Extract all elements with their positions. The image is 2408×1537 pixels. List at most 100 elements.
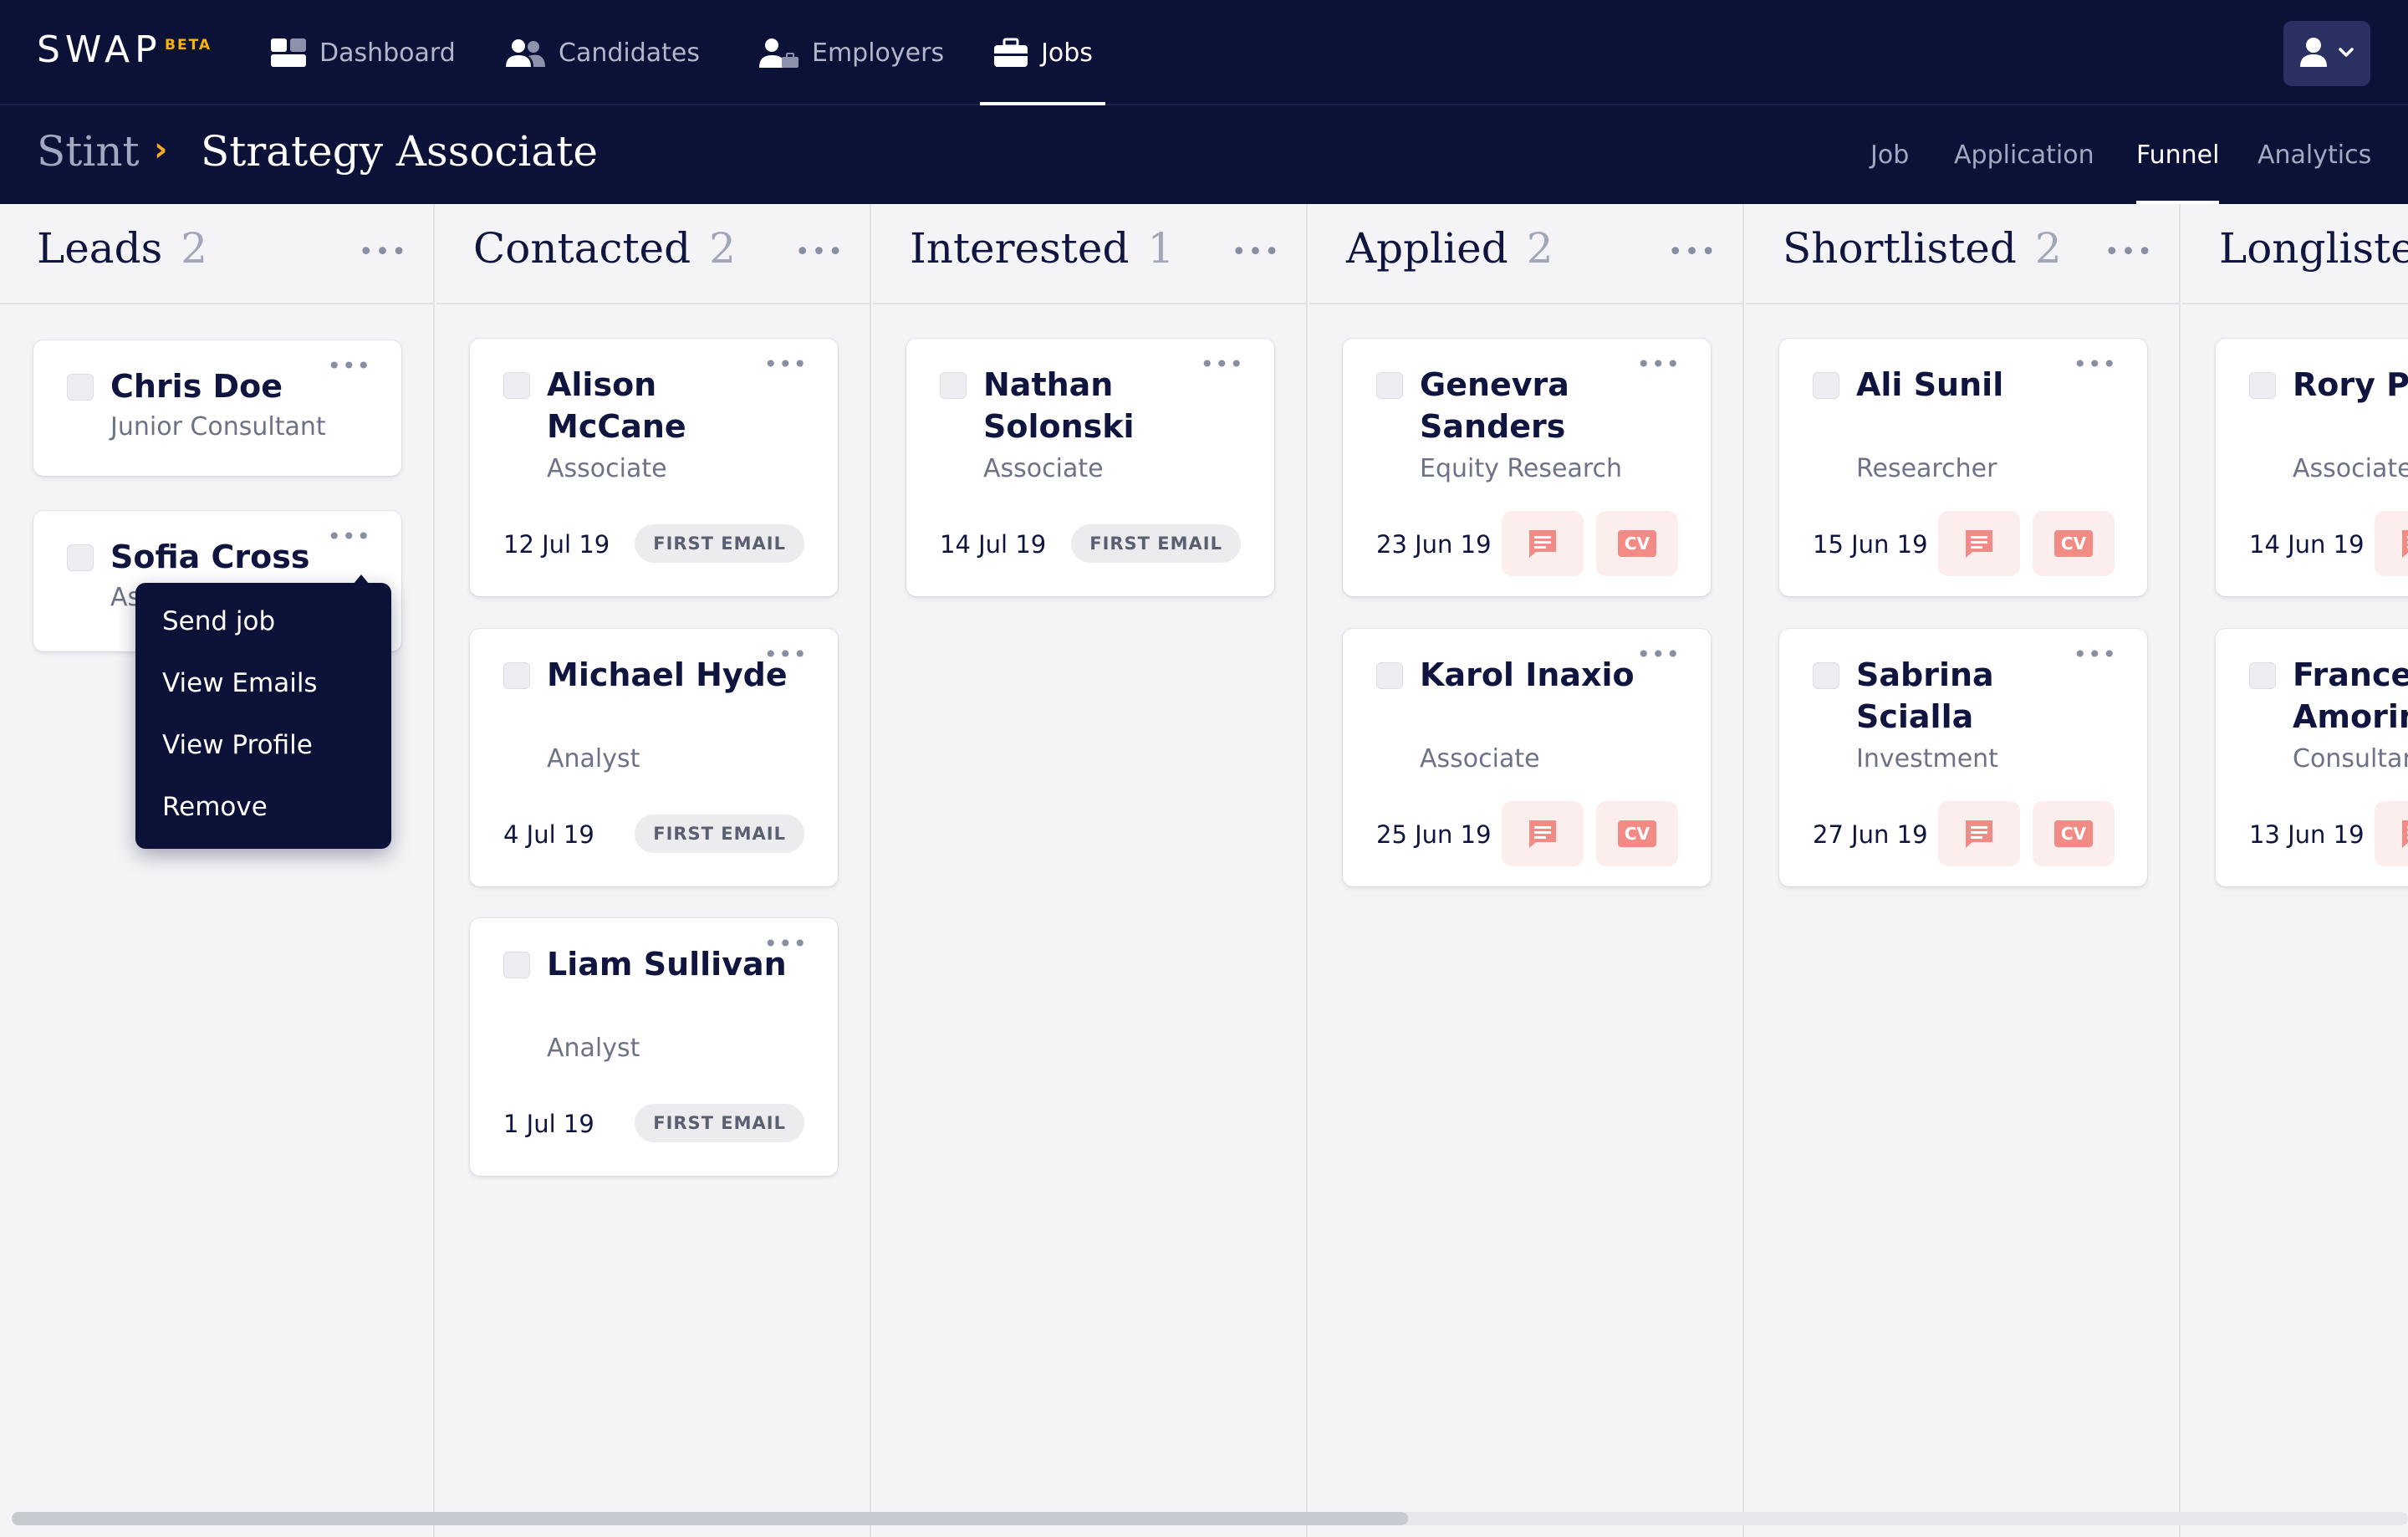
candidate-card[interactable]: ••• Sabrina Scialla Investment 27 Jun 19… bbox=[1779, 629, 2147, 886]
column-contacted: Contacted 2 ••• ••• Alison McCane Associa… bbox=[436, 204, 871, 1537]
card-menu-icon[interactable]: ••• bbox=[2073, 350, 2117, 378]
nav-candidates[interactable]: Candidates bbox=[503, 0, 700, 105]
message-button[interactable] bbox=[2375, 511, 2408, 576]
card-date: 12 Jul 19 bbox=[503, 530, 610, 559]
card-checkbox[interactable] bbox=[503, 372, 530, 399]
card-menu-icon[interactable]: ••• bbox=[1200, 350, 1244, 378]
cv-button[interactable]: CV bbox=[1596, 511, 1678, 576]
candidate-name: Karol Inaxio bbox=[1420, 656, 1635, 693]
menu-remove[interactable]: Remove bbox=[162, 792, 268, 822]
candidate-role: Analyst bbox=[547, 1034, 640, 1063]
first-email-tag[interactable]: FIRST EMAIL bbox=[635, 524, 804, 563]
message-icon bbox=[1529, 820, 1556, 848]
menu-send-job[interactable]: Send job bbox=[162, 606, 276, 636]
candidate-name: Rory Pollosk bbox=[2293, 366, 2408, 403]
column-menu-icon[interactable]: ••• bbox=[2104, 237, 2154, 267]
card-menu-icon[interactable]: ••• bbox=[763, 641, 808, 668]
candidate-name: Sofia Cross bbox=[110, 539, 310, 575]
card-menu-icon[interactable]: ••• bbox=[763, 930, 808, 957]
first-email-tag[interactable]: FIRST EMAIL bbox=[635, 1104, 804, 1142]
candidate-name: Genevra Sanders bbox=[1420, 366, 1569, 445]
card-menu-icon[interactable]: ••• bbox=[327, 523, 371, 550]
nav-employers[interactable]: Employers bbox=[757, 0, 944, 105]
column-header: Applied 2 ••• bbox=[1309, 204, 1742, 304]
message-button[interactable] bbox=[1938, 511, 2020, 576]
tab-funnel[interactable]: Funnel bbox=[2136, 105, 2220, 204]
card-checkbox[interactable] bbox=[67, 374, 94, 401]
column-title: Shortlisted 2 bbox=[1783, 224, 2062, 273]
tab-application[interactable]: Application bbox=[1954, 105, 2094, 204]
cv-icon: CV bbox=[2053, 820, 2094, 847]
nav-dashboard[interactable]: Dashboard bbox=[269, 0, 456, 105]
message-button[interactable] bbox=[2375, 801, 2408, 866]
tab-funnel-label: Funnel bbox=[2136, 140, 2220, 170]
candidate-role: Associate bbox=[983, 454, 1104, 483]
breadcrumb-root[interactable]: Stint bbox=[37, 127, 140, 176]
candidate-role: Equity Research bbox=[1420, 454, 1623, 483]
candidate-name: Sabrina Scialla bbox=[1856, 656, 1994, 735]
column-title: Contacted 2 bbox=[473, 224, 736, 273]
card-checkbox[interactable] bbox=[1813, 662, 1839, 689]
card-checkbox[interactable] bbox=[2249, 372, 2276, 399]
message-button[interactable] bbox=[1938, 801, 2020, 866]
candidates-icon bbox=[503, 37, 547, 69]
candidate-card[interactable]: Rory Pollosk Associate 14 Jun 19 bbox=[2216, 339, 2408, 596]
cv-button[interactable]: CV bbox=[2033, 511, 2115, 576]
menu-view-profile[interactable]: View Profile bbox=[162, 730, 313, 760]
candidate-card[interactable]: ••• Ali Sunil Researcher 15 Jun 19 CV bbox=[1779, 339, 2147, 596]
nav-jobs[interactable]: Jobs bbox=[980, 0, 1105, 105]
message-icon bbox=[2402, 530, 2408, 558]
card-menu-icon[interactable]: ••• bbox=[2073, 641, 2117, 668]
card-checkbox[interactable] bbox=[2249, 662, 2276, 689]
first-email-tag[interactable]: FIRST EMAIL bbox=[1071, 524, 1241, 563]
candidate-card[interactable]: ••• Chris Doe Junior Consultant bbox=[33, 340, 401, 476]
candidate-card[interactable]: ••• Alison McCane Associate 12 Jul 19 FI… bbox=[470, 339, 838, 596]
candidate-role: Junior Consultant bbox=[110, 412, 326, 442]
chevron-down-icon bbox=[2338, 46, 2354, 62]
cv-icon: CV bbox=[1617, 820, 1657, 847]
scrollbar-thumb[interactable] bbox=[12, 1512, 1408, 1525]
card-checkbox[interactable] bbox=[67, 544, 94, 571]
candidate-name: Chris Doe bbox=[110, 368, 283, 405]
cv-button[interactable]: CV bbox=[2033, 801, 2115, 866]
candidate-card[interactable]: ••• Michael Hyde Analyst 4 Jul 19 FIRST … bbox=[470, 629, 838, 886]
tab-application-label: Application bbox=[1954, 140, 2094, 170]
card-date: 15 Jun 19 bbox=[1813, 530, 1928, 559]
first-email-tag[interactable]: FIRST EMAIL bbox=[635, 814, 804, 853]
candidate-role: Associate bbox=[547, 454, 667, 483]
card-menu-icon[interactable]: ••• bbox=[327, 352, 371, 380]
card-checkbox[interactable] bbox=[503, 662, 530, 689]
card-checkbox[interactable] bbox=[503, 952, 530, 978]
column-menu-icon[interactable]: ••• bbox=[1667, 237, 1717, 267]
employers-icon bbox=[757, 36, 800, 69]
card-checkbox[interactable] bbox=[940, 372, 967, 399]
nav-dashboard-label: Dashboard bbox=[319, 38, 456, 68]
column-menu-icon[interactable]: ••• bbox=[358, 237, 408, 267]
message-button[interactable] bbox=[1502, 801, 1584, 866]
user-menu-button[interactable] bbox=[2283, 21, 2370, 86]
card-checkbox[interactable] bbox=[1376, 662, 1403, 689]
candidate-card[interactable]: ••• Genevra Sanders Equity Research 23 J… bbox=[1343, 339, 1711, 596]
column-header: Leads 2 ••• bbox=[0, 204, 433, 304]
card-menu-icon[interactable]: ••• bbox=[763, 350, 808, 378]
menu-view-emails[interactable]: View Emails bbox=[162, 668, 318, 698]
message-button[interactable] bbox=[1502, 511, 1584, 576]
tab-analytics[interactable]: Analytics bbox=[2258, 105, 2371, 204]
cv-button[interactable]: CV bbox=[1596, 801, 1678, 866]
candidate-card[interactable]: Frances Amorin Consultar 13 Jun 19 bbox=[2216, 629, 2408, 886]
candidate-role: Associate bbox=[1420, 744, 1540, 774]
card-checkbox[interactable] bbox=[1376, 372, 1403, 399]
candidate-card[interactable]: ••• Karol Inaxio Associate 25 Jun 19 CV bbox=[1343, 629, 1711, 886]
top-navigation: SWAP BETA Dashboard Candidates Employers… bbox=[0, 0, 2408, 105]
column-menu-icon[interactable]: ••• bbox=[1231, 237, 1281, 267]
tab-job[interactable]: Job bbox=[1870, 105, 1909, 204]
card-checkbox[interactable] bbox=[1813, 372, 1839, 399]
candidate-card[interactable]: ••• Liam Sullivan Analyst 1 Jul 19 FIRST… bbox=[470, 918, 838, 1176]
column-menu-icon[interactable]: ••• bbox=[794, 237, 844, 267]
candidate-role: Investment bbox=[1856, 744, 1998, 774]
card-date: 23 Jun 19 bbox=[1376, 530, 1492, 559]
candidate-card[interactable]: ••• Nathan Solonski Associate 14 Jul 19 … bbox=[906, 339, 1274, 596]
card-menu-icon[interactable]: ••• bbox=[1636, 641, 1681, 668]
app-logo[interactable]: SWAP bbox=[37, 28, 162, 71]
card-menu-icon[interactable]: ••• bbox=[1636, 350, 1681, 378]
